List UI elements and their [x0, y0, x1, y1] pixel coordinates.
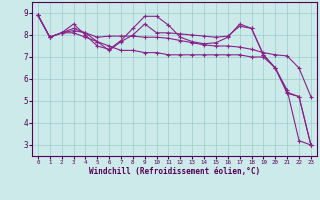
X-axis label: Windchill (Refroidissement éolien,°C): Windchill (Refroidissement éolien,°C): [89, 167, 260, 176]
